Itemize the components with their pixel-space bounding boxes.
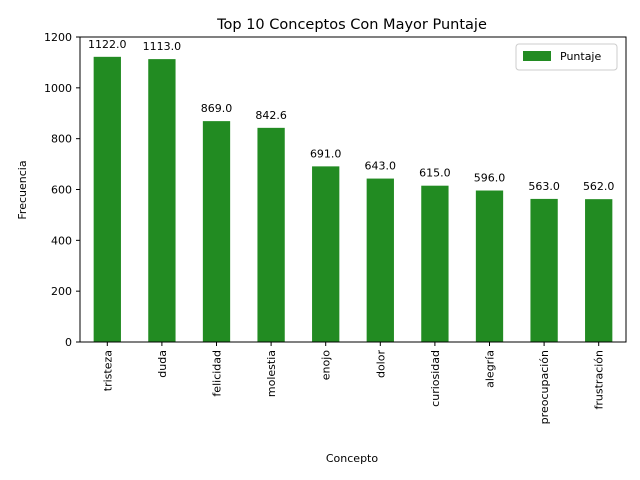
bar-2: [202, 121, 231, 342]
x-tick-label-1: duda: [156, 350, 169, 378]
bar-5: [366, 178, 394, 342]
x-tick-label-7: alegría: [484, 350, 497, 388]
y-tick-label-5: 1000: [44, 82, 72, 95]
bar-data-label-1: 1113.0: [143, 40, 182, 53]
y-tick-label-2: 400: [51, 234, 72, 247]
x-axis: tristeza duda felicidad molestia enojo dolor c…: [101, 342, 606, 424]
bar-data-label-8: 563.0: [528, 180, 560, 193]
y-tick-label-3: 600: [51, 184, 72, 197]
y-tick-label-1: 200: [51, 285, 72, 298]
y-tick-label-6: 1200: [44, 31, 72, 44]
y-axis: 0 200 400 600 800 1000 1200: [44, 31, 80, 349]
x-tick-label-4: enojo: [320, 350, 333, 381]
x-tick-label-2: felicidad: [211, 350, 224, 397]
x-tick-label-5: dolor: [374, 350, 387, 378]
bar-data-label-6: 615.0: [419, 167, 451, 180]
x-tick-label-8: preocupación: [538, 350, 551, 424]
legend-entry-puntaje: Puntaje: [560, 50, 601, 63]
legend-box: [515, 43, 618, 71]
bar-4: [312, 166, 340, 342]
bar-data-label-4: 691.0: [310, 147, 342, 160]
bar-6: [421, 185, 449, 342]
bars-group: [93, 56, 613, 343]
bar-0: [93, 56, 121, 342]
chart-title: Top 10 Conceptos Con Mayor Puntaje: [216, 17, 487, 33]
bar-3: [257, 127, 285, 342]
bar-8: [530, 198, 558, 342]
bar-data-label-7: 596.0: [474, 172, 506, 185]
x-axis-label: Concepto: [326, 452, 378, 465]
x-tick-label-0: tristeza: [101, 350, 114, 391]
legend: Puntaje: [515, 43, 618, 71]
bar-labels-group: 1122.0 1113.0 869.0 842.6 691.0 643.0 615.0 596…: [88, 38, 614, 193]
x-tick-label-9: frustración: [593, 350, 606, 410]
x-tick-label-3: molestia: [265, 350, 278, 397]
legend-swatch: [523, 51, 551, 61]
bar-data-label-2: 869.0: [201, 102, 233, 115]
bar-data-label-9: 562.0: [583, 180, 615, 193]
bar-data-label-3: 842.6: [255, 109, 287, 122]
y-tick-label-4: 800: [51, 133, 72, 146]
bar-data-label-0: 1122.0: [88, 38, 127, 51]
bar-9: [585, 199, 613, 342]
x-tick-label-6: curiosidad: [429, 350, 442, 407]
bar-1: [148, 59, 176, 343]
y-tick-label-0: 0: [65, 336, 72, 349]
bar-7: [475, 190, 504, 342]
bar-data-label-5: 643.0: [365, 160, 397, 173]
y-axis-label: Frecuencia: [16, 160, 29, 219]
